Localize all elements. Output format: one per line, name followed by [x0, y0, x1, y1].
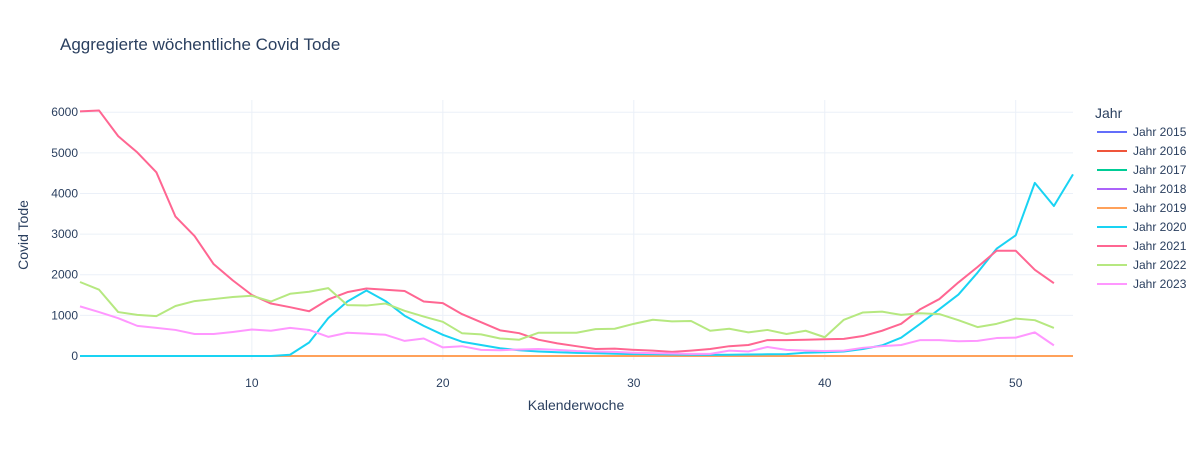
legend: Jahr Jahr 2015 Jahr 2016 Jahr 2017 Jahr 201… — [1095, 105, 1187, 291]
legend-label: Jahr 2019 — [1133, 201, 1187, 215]
legend-label: Jahr 2023 — [1133, 277, 1187, 291]
plot-area[interactable] — [79, 109, 1074, 357]
y-tick-label: 3000 — [51, 227, 78, 241]
legend-title: Jahr — [1095, 105, 1123, 121]
legend-label: Jahr 2022 — [1133, 258, 1187, 272]
legend-item[interactable]: Jahr 2016 — [1097, 144, 1187, 158]
x-tick-label: 50 — [1009, 376, 1023, 390]
x-axis-title: Kalenderwoche — [528, 397, 625, 413]
y-tick-label: 6000 — [51, 105, 78, 119]
legend-item[interactable]: Jahr 2017 — [1097, 163, 1187, 177]
axes: 10 20 30 40 50 0 1000 2000 3000 4000 5000 6000 — [51, 105, 1022, 390]
y-tick-label: 4000 — [51, 186, 78, 200]
legend-item[interactable]: Jahr 2019 — [1097, 201, 1187, 215]
legend-item[interactable]: Jahr 2018 — [1097, 182, 1187, 196]
legend-label: Jahr 2017 — [1133, 163, 1187, 177]
y-tick-label: 5000 — [51, 146, 78, 160]
legend-item[interactable]: Jahr 2015 — [1097, 125, 1187, 139]
legend-item[interactable]: Jahr 2023 — [1097, 277, 1187, 291]
y-axis-title: Covid Tode — [15, 200, 31, 270]
chart-title: Aggregierte wöchentliche Covid Tode — [60, 35, 340, 54]
legend-label: Jahr 2021 — [1133, 239, 1187, 253]
series-line-jahr-2020[interactable] — [80, 173, 1074, 357]
legend-label: Jahr 2015 — [1133, 125, 1187, 139]
x-tick-label: 20 — [436, 376, 450, 390]
series-line-jahr-2021[interactable] — [79, 109, 1055, 353]
series-line-jahr-2022[interactable] — [79, 281, 1055, 341]
legend-item[interactable]: Jahr 2022 — [1097, 258, 1187, 272]
y-tick-label: 0 — [71, 349, 78, 363]
legend-label: Jahr 2016 — [1133, 144, 1187, 158]
x-tick-label: 30 — [627, 376, 641, 390]
series-line-jahr-2023[interactable] — [79, 305, 1055, 355]
legend-item[interactable]: Jahr 2021 — [1097, 239, 1187, 253]
x-tick-label: 40 — [818, 376, 832, 390]
legend-label: Jahr 2018 — [1133, 182, 1187, 196]
legend-item[interactable]: Jahr 2020 — [1097, 220, 1187, 234]
legend-label: Jahr 2020 — [1133, 220, 1187, 234]
y-tick-label: 2000 — [51, 268, 78, 282]
y-tick-label: 1000 — [51, 308, 78, 322]
x-tick-label: 10 — [245, 376, 259, 390]
